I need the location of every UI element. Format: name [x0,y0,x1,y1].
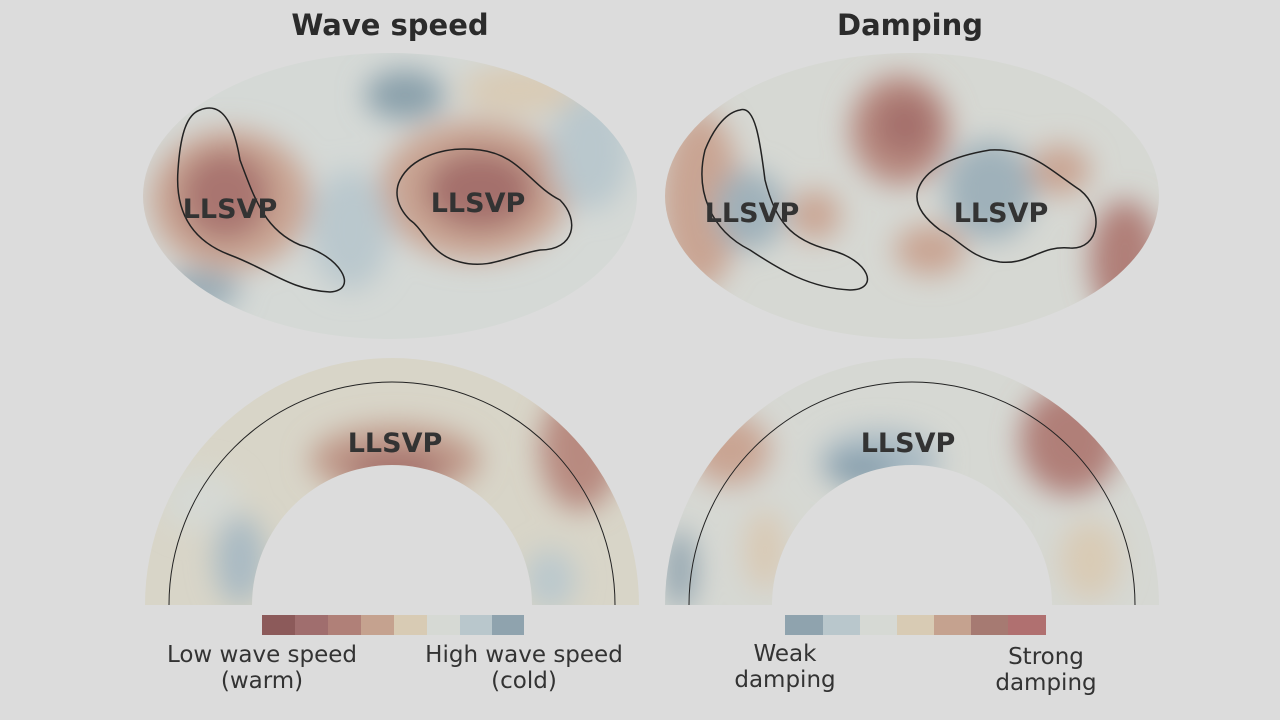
legend-label: damping [995,670,1096,696]
region-label: LLSVP [183,194,278,225]
map-damping [665,53,1159,339]
colorbar [785,615,1046,635]
legend-label: High wave speed [425,642,623,668]
panel-title: Damping [837,8,983,42]
map-wave-speed [143,53,637,339]
legend-label: (warm) [221,668,303,694]
section-wave-speed [145,358,639,605]
colorbar [262,615,524,635]
region-label: LLSVP [954,198,1049,229]
legend-label: damping [734,667,835,693]
region-label: LLSVP [431,188,526,219]
legend-label: Weak [754,641,818,667]
region-label: LLSVP [348,428,443,459]
legend-label: Low wave speed [167,642,357,668]
region-label: LLSVP [705,198,800,229]
legend-label: (cold) [491,668,557,694]
panel-title: Wave speed [291,8,488,42]
region-label: LLSVP [861,428,956,459]
section-damping [665,358,1159,605]
legend-label: Strong [1008,644,1084,670]
